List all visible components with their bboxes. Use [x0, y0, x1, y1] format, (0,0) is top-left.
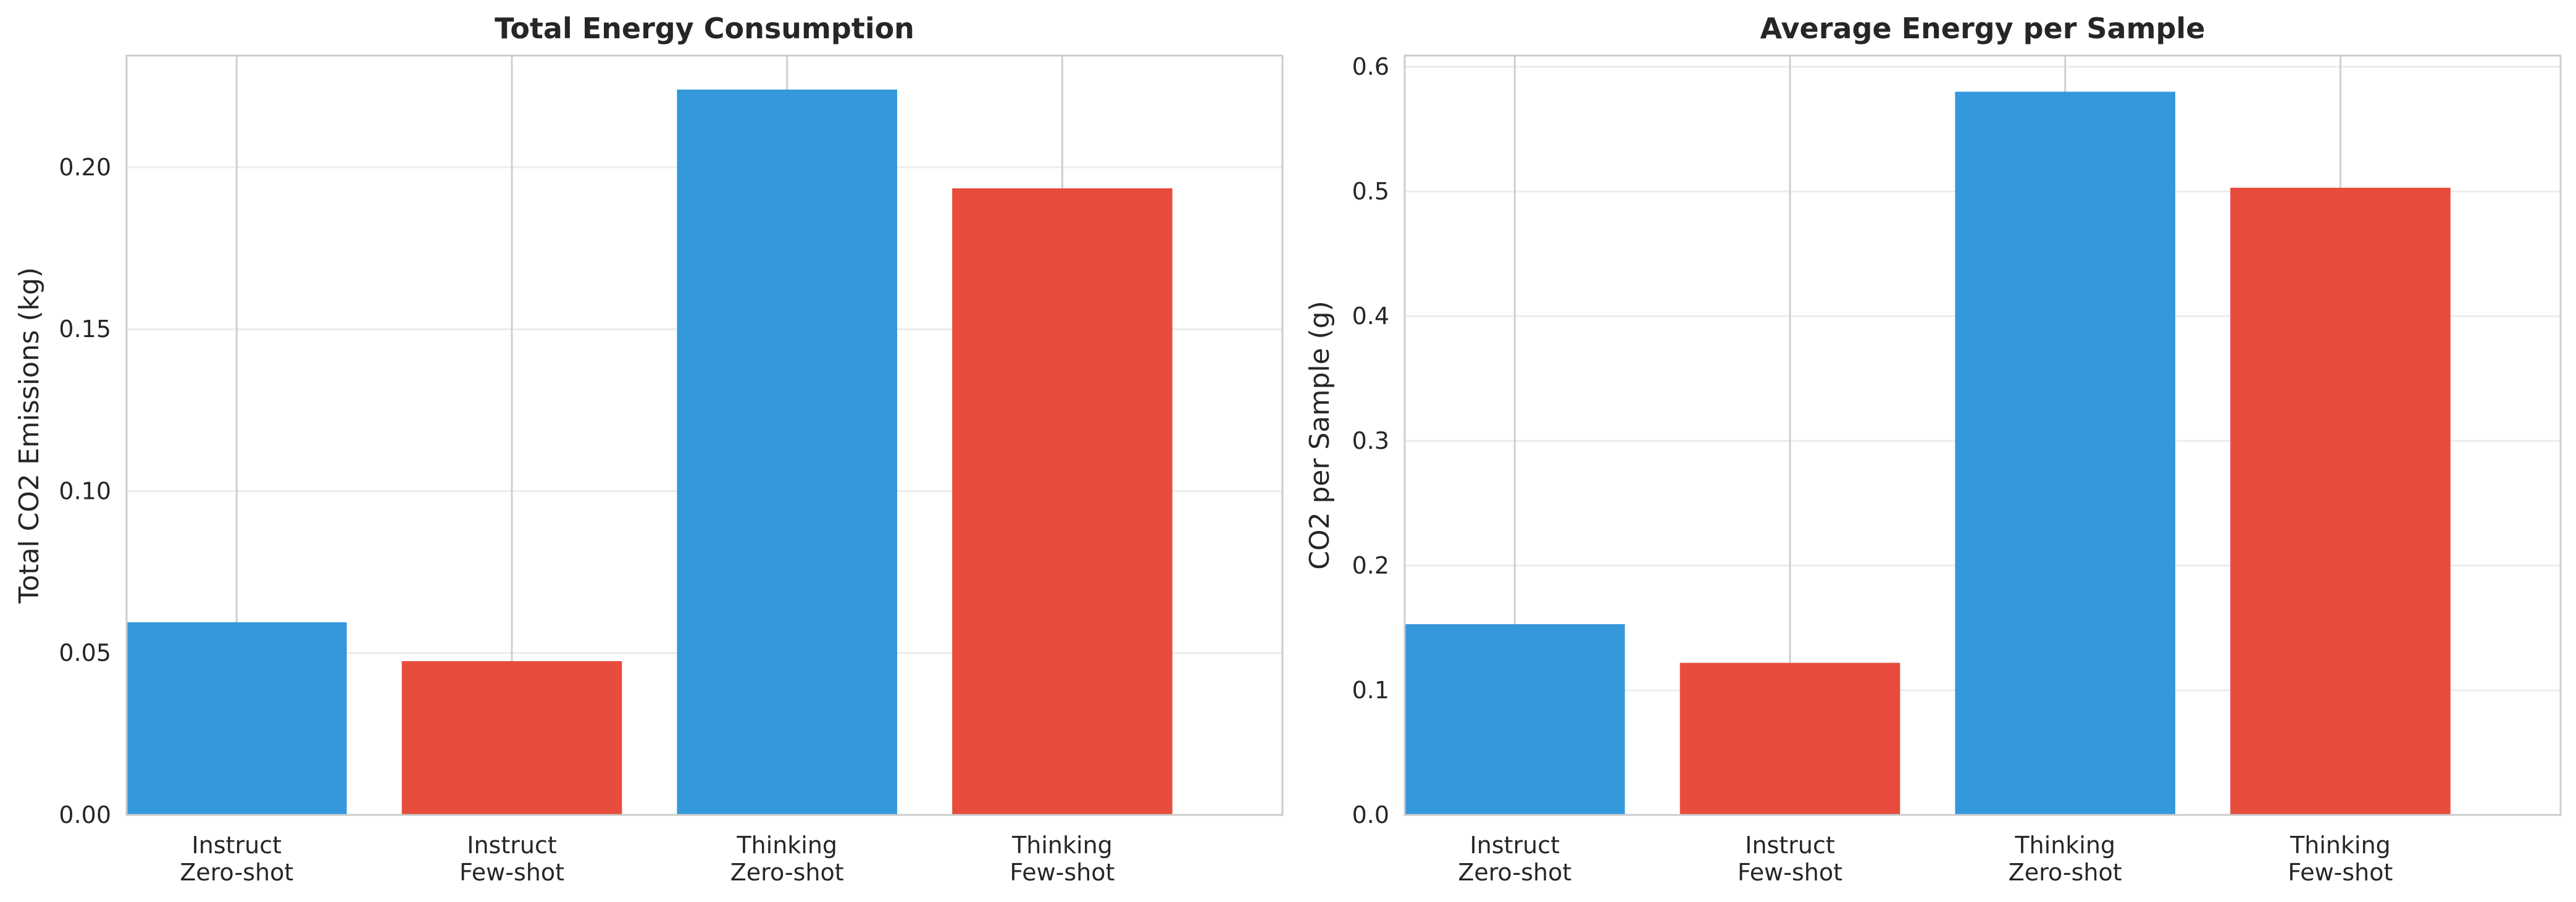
x-tick-label: Instruct — [192, 832, 282, 859]
x-tick-label: Zero-shot — [180, 859, 293, 886]
y-tick-label: 0.15 — [59, 315, 111, 343]
bar — [401, 661, 622, 815]
x-tick-label: Zero-shot — [730, 859, 844, 886]
y-tick-label: 0.4 — [1352, 303, 1389, 330]
bar — [1679, 662, 1901, 815]
y-tick-label: 0.6 — [1352, 53, 1389, 80]
x-tick-label: Few-shot — [459, 859, 564, 886]
bar — [127, 622, 347, 815]
bar — [952, 188, 1173, 815]
x-tick-label: Few-shot — [1738, 859, 1842, 886]
chart-title: Total Energy Consumption — [495, 12, 914, 45]
bar — [677, 90, 897, 816]
chart-title: Average Energy per Sample — [1760, 12, 2206, 45]
x-tick-label: Zero-shot — [1458, 859, 1571, 886]
x-tick-label: Thinking — [2290, 832, 2391, 859]
bar — [2230, 188, 2451, 815]
y-tick-label: 0.0 — [1352, 801, 1389, 829]
y-tick-label: 0.10 — [59, 477, 111, 504]
y-tick-label: 0.05 — [59, 640, 111, 667]
bar — [1955, 91, 2175, 816]
x-tick-label: Instruct — [1745, 832, 1835, 859]
chart-average-energy: 0.00.10.20.30.40.50.6InstructZero-shotIn… — [1304, 12, 2562, 886]
y-axis-label: CO2 per Sample (g) — [1304, 301, 1336, 570]
x-tick-label: Few-shot — [1010, 859, 1114, 886]
y-tick-label: 0.20 — [59, 154, 111, 181]
x-tick-label: Instruct — [467, 832, 557, 859]
plot-frame — [1403, 54, 2562, 816]
x-tick-label: Thinking — [736, 832, 837, 859]
x-tick-label: Few-shot — [2288, 859, 2393, 886]
plot-frame — [125, 54, 1284, 816]
y-tick-label: 0.2 — [1352, 552, 1389, 579]
y-tick-label: 0.1 — [1352, 677, 1389, 704]
y-tick-label: 0.00 — [59, 801, 111, 829]
chart-total-energy: 0.000.050.100.150.20InstructZero-shotIns… — [14, 12, 1284, 886]
x-tick-label: Thinking — [1011, 832, 1113, 859]
x-tick-label: Thinking — [2014, 832, 2115, 859]
x-tick-label: Instruct — [1470, 832, 1560, 859]
bar — [1405, 624, 1625, 815]
y-axis-label: Total CO2 Emissions (kg) — [14, 267, 45, 604]
x-tick-label: Zero-shot — [2009, 859, 2122, 886]
y-tick-label: 0.3 — [1352, 427, 1389, 454]
y-tick-label: 0.5 — [1352, 178, 1389, 205]
